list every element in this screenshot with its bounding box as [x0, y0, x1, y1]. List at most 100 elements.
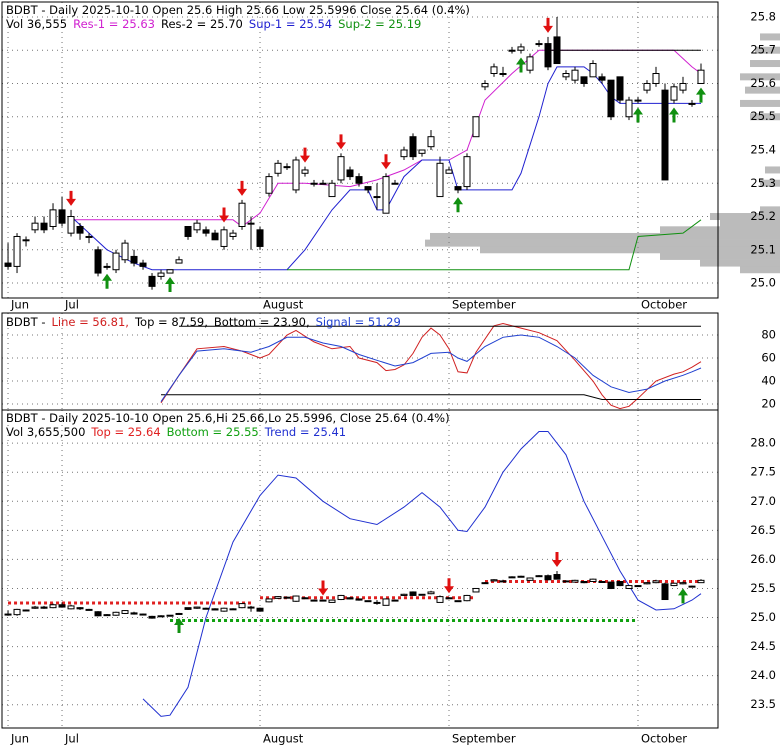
candle-body — [616, 76, 624, 101]
candle-body — [301, 597, 309, 600]
candle-body — [193, 606, 201, 609]
candle-body — [697, 69, 705, 84]
candle-body — [274, 596, 282, 599]
candle-body — [580, 580, 588, 584]
volume-profile-bar — [755, 46, 780, 54]
y-tick-label: 40 — [761, 374, 776, 388]
volume-profile-bar — [760, 179, 780, 187]
candle-body — [310, 182, 318, 185]
candle-body — [598, 76, 606, 81]
candle-body — [382, 176, 390, 214]
candle-body — [283, 596, 291, 599]
sell-arrow — [551, 552, 562, 568]
y-tick-label: 25.7 — [750, 43, 776, 57]
candle-body — [346, 169, 354, 178]
y-tick-label: 25.5 — [750, 581, 776, 595]
candle-body — [652, 73, 660, 84]
candle-body — [445, 597, 453, 600]
candle-body — [229, 232, 237, 237]
candle-body — [4, 262, 12, 267]
y-tick-label: 20 — [761, 397, 776, 411]
candle-body — [400, 149, 408, 158]
candle-body — [76, 607, 84, 610]
candle-body — [238, 202, 246, 227]
candle-body — [85, 235, 93, 238]
candle-body — [409, 591, 417, 596]
candle-body — [355, 598, 363, 601]
x-tick-label: Jun — [10, 732, 29, 745]
candle-body — [166, 614, 174, 617]
volume-profile-bar — [750, 113, 780, 121]
sell-arrow — [336, 134, 347, 150]
candle-body — [229, 608, 237, 611]
buy-arrow — [668, 107, 679, 123]
volume-profile-bar — [720, 219, 780, 227]
sell-arrow — [318, 580, 329, 596]
candle-body — [31, 606, 39, 609]
candle-body — [499, 73, 507, 76]
volume-profile-bar — [760, 33, 780, 41]
panel-header: Vol 36,555 Res-1 = 25.63 Res-2 = 25.70 Sup-… — [6, 17, 421, 31]
candle-body — [544, 575, 552, 581]
volume-profile-bar — [660, 226, 780, 234]
header-item: Top = 25.64 — [90, 425, 160, 439]
y-tick-label: 25.0 — [750, 276, 776, 290]
header-item: Sup-2 = 25.19 — [338, 17, 421, 31]
candle-body — [364, 600, 372, 603]
candle-body — [157, 272, 165, 277]
sell-arrow — [66, 190, 77, 206]
candle-body — [373, 601, 381, 604]
candle-body — [319, 599, 327, 602]
buy-arrow — [165, 277, 176, 293]
y-tick-label: 26.5 — [750, 523, 776, 537]
candle-body — [643, 582, 651, 585]
candle-body — [697, 579, 705, 584]
candle-body — [238, 603, 246, 609]
candle-body — [418, 593, 426, 596]
x-tick-label: Jul — [64, 298, 79, 312]
buy-arrow — [695, 87, 706, 103]
candle-body — [562, 73, 570, 78]
candle-body — [292, 595, 300, 602]
candle-body — [562, 580, 570, 583]
price-panel-frame — [1, 1, 719, 299]
candle-body — [661, 89, 669, 181]
volume-profile-bar — [425, 239, 780, 247]
candle-body — [436, 162, 444, 198]
candle-body — [670, 582, 678, 587]
candle-body — [544, 43, 552, 68]
candle-body — [112, 252, 120, 271]
y-tick-label: 24.5 — [750, 639, 776, 653]
y-tick-label: 28.0 — [750, 436, 776, 450]
candle-body — [319, 182, 327, 185]
x-tick-label: Jun — [10, 298, 29, 312]
candle-body — [337, 156, 345, 181]
candle-body — [85, 608, 93, 611]
candle-body — [418, 149, 426, 154]
candle-body — [13, 608, 21, 616]
volume-profile-bar — [750, 60, 780, 68]
volume-profile-bar — [740, 266, 780, 274]
candle-body — [202, 607, 210, 610]
candle-body — [364, 186, 372, 191]
y-tick-label: 25.3 — [750, 176, 776, 190]
candle-body — [22, 609, 30, 612]
candle-body — [256, 607, 264, 612]
volume-profile-bar — [710, 213, 780, 221]
candle-body — [193, 222, 201, 231]
y-tick-label: 26.0 — [750, 552, 776, 566]
candle-body — [202, 229, 210, 234]
header-item: BDBT - — [6, 315, 45, 329]
candle-body — [445, 169, 453, 174]
y-tick-label: 60 — [761, 350, 776, 364]
header-item: Vol 36,555 — [6, 17, 67, 31]
candle-body — [454, 186, 462, 191]
candle-body — [481, 82, 489, 88]
candle-body — [382, 598, 390, 606]
candle-body — [508, 576, 516, 579]
series-line — [160, 334, 702, 402]
candle-body — [310, 599, 318, 602]
candle-body — [679, 582, 687, 585]
candle-body — [337, 594, 345, 601]
candle-body — [328, 599, 336, 603]
